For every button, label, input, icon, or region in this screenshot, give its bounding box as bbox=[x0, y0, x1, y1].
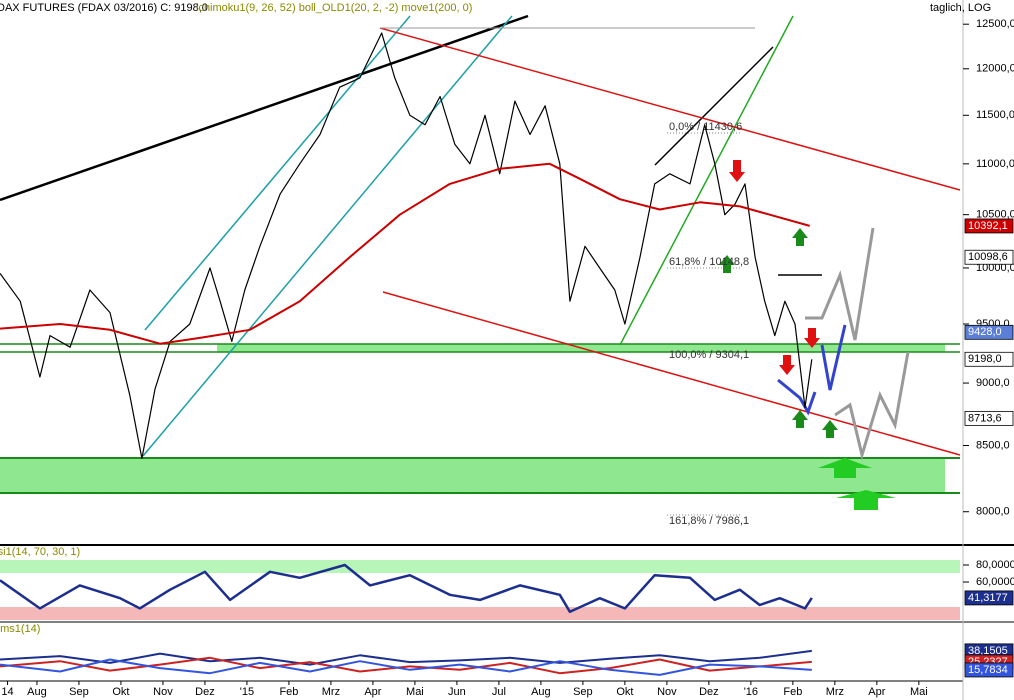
support-zone bbox=[0, 458, 945, 493]
y-tick-label: 10500,0 bbox=[976, 209, 1014, 221]
projection bbox=[820, 324, 847, 391]
x-tick-label: '15 bbox=[240, 686, 254, 698]
series-line bbox=[0, 658, 812, 676]
arrow-down bbox=[729, 160, 745, 182]
x-tick-label: Apr bbox=[868, 686, 885, 698]
arrow-down bbox=[804, 328, 820, 348]
x-tick-label: Jun bbox=[448, 686, 466, 698]
y-tick-label: 9000,0 bbox=[976, 377, 1010, 389]
y-tick-label: 80,0000 bbox=[976, 559, 1014, 571]
series-line bbox=[0, 563, 813, 614]
drawings bbox=[0, 14, 961, 516]
price-tag-label: 15,7834 bbox=[968, 664, 1008, 676]
fib-label: 161,8% / 7986,1 bbox=[669, 515, 749, 527]
price-tag-label: 38,1505 bbox=[968, 645, 1008, 657]
channel-line bbox=[379, 27, 961, 191]
trend-line bbox=[0, 14, 529, 202]
x-tick-label: Aug bbox=[27, 686, 47, 698]
channel-line bbox=[382, 291, 961, 456]
series-line bbox=[0, 656, 812, 675]
projection bbox=[777, 378, 817, 416]
y-tick-label: 8000,0 bbox=[976, 506, 1010, 518]
trend-line bbox=[619, 15, 794, 346]
x-tick-label: Okt bbox=[616, 686, 633, 698]
x-tick-label: Dez bbox=[699, 686, 719, 698]
price-tag bbox=[964, 324, 1014, 340]
arrow-up bbox=[822, 420, 838, 438]
y-tick-label: 60,0000 bbox=[976, 576, 1014, 588]
fib-label: 61,8% / 10148,8 bbox=[669, 256, 749, 268]
indicator-list: ichimoku1(9, 26, 52) boll_OLD1(20, 2, -2… bbox=[196, 2, 472, 14]
arrow-up bbox=[792, 228, 808, 246]
y-tick-label: 8500,0 bbox=[976, 439, 1010, 451]
y-tick-label: 12500,0 bbox=[976, 18, 1014, 30]
y-tick-label: 11500,0 bbox=[976, 109, 1014, 121]
y-tick-label: 12000,0 bbox=[976, 63, 1014, 75]
x-tick-label: 14 bbox=[1, 686, 13, 698]
panel-title: rsi1(14, 70, 30, 1) bbox=[0, 546, 80, 558]
chart-title: DAX FUTURES (FDAX 03/2016) C: 9198,0 bbox=[0, 2, 208, 14]
price-tag bbox=[964, 662, 1014, 678]
x-tick-label: Mrz bbox=[322, 686, 340, 698]
arrow-up bbox=[818, 458, 872, 478]
projection bbox=[805, 227, 875, 341]
price-tag bbox=[964, 218, 1014, 234]
arrow-up bbox=[792, 410, 808, 428]
price-tag-label: 10392,1 bbox=[968, 220, 1008, 232]
x-tick-label: Dez bbox=[195, 686, 215, 698]
fib-label: 100,0% / 9304,1 bbox=[669, 349, 749, 361]
series-line bbox=[0, 32, 813, 459]
x-tick-label: '16 bbox=[744, 686, 758, 698]
x-tick-label: Nov bbox=[657, 686, 677, 698]
channel-line bbox=[142, 15, 513, 457]
arrow-down bbox=[779, 355, 795, 375]
x-tick-label: Mai bbox=[910, 686, 928, 698]
x-tick-label: Okt bbox=[112, 686, 129, 698]
x-tick-label: Aug bbox=[531, 686, 551, 698]
rsi-oversold-band bbox=[0, 607, 960, 620]
projection bbox=[834, 351, 910, 461]
price-tag bbox=[964, 249, 1014, 265]
price-tag bbox=[964, 351, 1014, 367]
x-tick-label: Nov bbox=[153, 686, 173, 698]
series-line bbox=[0, 162, 810, 345]
arrow-up bbox=[836, 490, 896, 510]
x-tick-label: Jul bbox=[492, 686, 506, 698]
x-tick-label: Feb bbox=[783, 686, 802, 698]
channel-line bbox=[144, 15, 411, 331]
series-line bbox=[0, 649, 812, 666]
x-tick-label: Sep bbox=[69, 686, 89, 698]
x-tick-label: Mrz bbox=[826, 686, 844, 698]
price-tag-label: 10098,6 bbox=[968, 251, 1008, 263]
x-tick-label: Sep bbox=[573, 686, 593, 698]
trend-line bbox=[654, 46, 774, 166]
panel-title: dms1(14) bbox=[0, 623, 40, 635]
price-tag-label: 9198,0 bbox=[968, 353, 1002, 365]
price-tag bbox=[964, 590, 1014, 606]
y-tick-label: 11000,0 bbox=[976, 158, 1014, 170]
price-tag bbox=[964, 410, 1014, 426]
x-tick-label: Mai bbox=[406, 686, 424, 698]
x-tick-label: Apr bbox=[364, 686, 381, 698]
price-tag-label: 8713,6 bbox=[968, 412, 1002, 424]
price-tag-label: 9428,0 bbox=[968, 326, 1002, 338]
y-tick-label: 10000,0 bbox=[976, 262, 1014, 274]
price-tag-label: 41,3177 bbox=[968, 592, 1008, 604]
scale-label: taglich, LOG bbox=[930, 2, 991, 14]
arrows bbox=[719, 160, 896, 510]
x-tick-label: Feb bbox=[279, 686, 298, 698]
arrow-up bbox=[719, 255, 735, 273]
rsi-overbought-band bbox=[0, 560, 960, 573]
